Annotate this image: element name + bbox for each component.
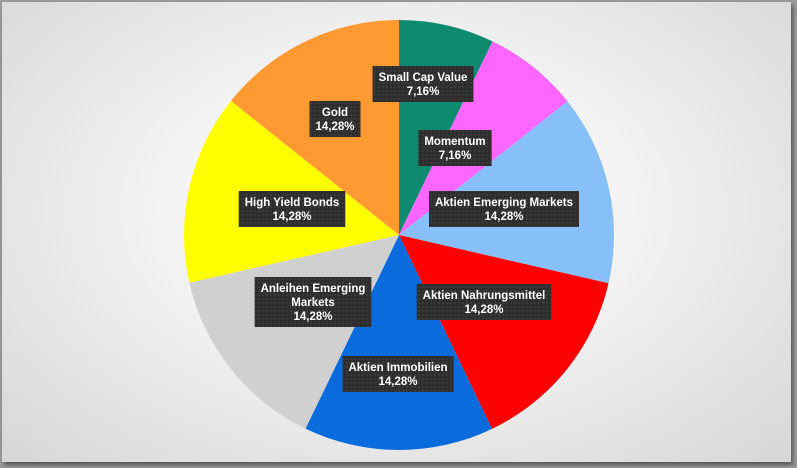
data-label-value: 14,28%	[272, 211, 311, 223]
data-label-value: 14,28%	[293, 311, 332, 323]
data-label-name: Momentum	[424, 136, 485, 148]
data-label-box	[428, 191, 580, 227]
data-label-value: 7,16%	[407, 86, 440, 98]
data-label-aktien-emerging-markets: Aktien Emerging Markets 14,28%	[428, 191, 580, 227]
data-labels: Small Cap Value 7,16% Momentum 7,16% Aktien …	[238, 66, 580, 392]
data-label-aktien-nahrungsmittel: Aktien Nahrungsmittel 14,28%	[416, 284, 552, 320]
chart-area: Small Cap Value 7,16% Momentum 7,16% Aktien …	[2, 2, 791, 462]
data-label-value: 14,28%	[484, 211, 523, 223]
data-label-box	[418, 130, 492, 166]
pie-chart: Small Cap Value 7,16% Momentum 7,16% Aktien …	[184, 20, 614, 451]
data-label-name: Anleihen Emerging	[261, 283, 366, 295]
data-label-box	[254, 277, 372, 327]
data-label-high-yield-bonds: High Yield Bonds 14,28%	[238, 191, 346, 227]
data-label-box	[309, 101, 361, 137]
data-label-name: Aktien Emerging Markets	[435, 197, 573, 209]
data-label-box	[372, 66, 474, 102]
data-label-box	[416, 284, 552, 320]
data-label-name: Markets	[291, 297, 334, 309]
data-label-value: 14,28%	[315, 121, 354, 133]
data-label-aktien-immobilien: Aktien Immobilien 14,28%	[342, 356, 454, 392]
data-label-name: High Yield Bonds	[245, 197, 340, 209]
data-label-anleihen-emerging-markets: Anleihen Emerging Markets 14,28%	[254, 277, 372, 327]
data-label-value: 14,28%	[464, 304, 503, 316]
data-label-box	[238, 191, 346, 227]
data-label-name: Small Cap Value	[379, 72, 468, 84]
data-label-name: Aktien Immobilien	[348, 362, 447, 374]
data-label-name: Gold	[322, 107, 348, 119]
pie-slice-aktien-immobilien	[305, 235, 493, 451]
pie-slices	[184, 20, 614, 451]
pie-slice-aktien-nahrungsmittel	[399, 235, 609, 429]
data-label-box	[342, 356, 454, 392]
data-label-value: 14,28%	[378, 376, 417, 388]
data-label-momentum: Momentum 7,16%	[418, 130, 492, 166]
data-label-value: 7,16%	[439, 150, 472, 162]
data-label-small-cap-value: Small Cap Value 7,16%	[372, 66, 474, 102]
data-label-gold: Gold 14,28%	[309, 101, 361, 137]
data-label-name: Aktien Nahrungsmittel	[423, 290, 546, 302]
